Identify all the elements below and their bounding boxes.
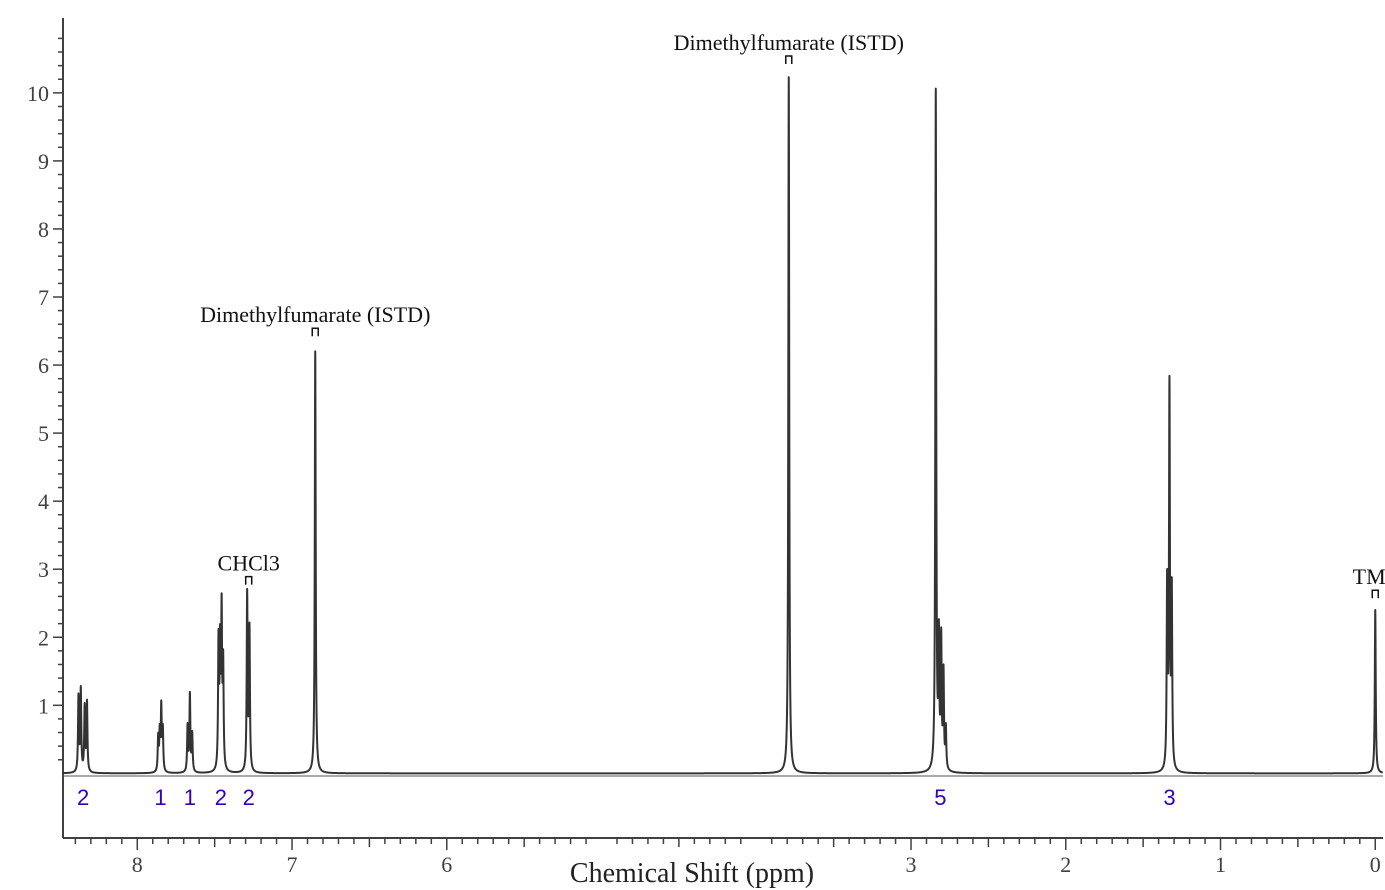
- peak-apex: [940, 645, 942, 647]
- y-tick-label: 7: [38, 285, 49, 310]
- spectrum-trace: [62, 76, 1384, 775]
- y-tick-label: 3: [38, 557, 49, 582]
- peak-apex: [157, 738, 159, 741]
- peak-apex: [1170, 598, 1173, 600]
- y-tick-label: 8: [38, 217, 49, 242]
- y-tick-label: 10: [27, 81, 49, 106]
- annotation-label: Dimethylfumarate (ISTD): [674, 30, 904, 55]
- integral-value: 2: [243, 785, 255, 810]
- peak-apex: [1374, 609, 1377, 611]
- annotation-bracket: [1371, 589, 1380, 599]
- peak-apex: [246, 595, 248, 598]
- peak-apex: [217, 646, 220, 649]
- x-tick-label: 7: [287, 852, 298, 877]
- peak-apex: [787, 76, 790, 79]
- integral-value: 3: [1163, 785, 1175, 810]
- peak-apex: [1168, 393, 1171, 396]
- x-tick-label: 2: [1060, 852, 1071, 877]
- x-tick-label: 3: [906, 852, 917, 877]
- integral-value: 1: [154, 785, 166, 810]
- y-tick-label: 9: [38, 149, 49, 174]
- peak-apex: [220, 620, 223, 622]
- x-tick-label: 1: [1215, 852, 1226, 877]
- annotation-label: Dimethylfumarate (ISTD): [200, 302, 430, 327]
- peak-apex: [1166, 590, 1168, 592]
- peak-apex: [86, 703, 88, 705]
- y-tick-label: 1: [38, 693, 49, 718]
- y-axis-ticks: 1 2 3 4 5 6 7 8 9 10: [27, 37, 63, 761]
- y-tick-label: 2: [38, 625, 49, 650]
- peak-apex: [934, 93, 937, 96]
- peak-apex: [77, 697, 80, 700]
- annotation-bracket: [244, 575, 253, 585]
- peak-apex: [189, 695, 191, 698]
- peak-apex: [83, 707, 86, 710]
- peak-annotations: Dimethylfumarate (ISTD) Dimethylfumarate …: [200, 30, 1385, 599]
- peak-apex: [79, 690, 82, 693]
- spectrum-line: [62, 76, 1384, 775]
- peak-apex: [942, 677, 945, 679]
- y-tick-label: 5: [38, 421, 49, 446]
- integral-value: 2: [215, 785, 227, 810]
- y-tick-label: 6: [38, 353, 49, 378]
- annotation-label: CHCl3: [218, 551, 280, 576]
- x-tick-label: 8: [132, 852, 143, 877]
- peak-apex: [186, 726, 189, 729]
- peak-apex: [945, 731, 947, 734]
- integral-value: 5: [934, 785, 946, 810]
- peak-apex: [160, 709, 163, 711]
- peak-apex: [158, 735, 161, 737]
- peak-apex: [219, 656, 221, 659]
- annotation-label: TMS: [1353, 564, 1385, 589]
- y-tick-label: 4: [38, 489, 49, 514]
- x-axis-title: Chemical Shift (ppm): [570, 858, 814, 889]
- integral-value: 1: [184, 785, 196, 810]
- annotation-bracket: [311, 327, 319, 337]
- peak-apex: [248, 631, 251, 633]
- peak-apex: [938, 646, 940, 649]
- peak-apex: [162, 731, 164, 734]
- peak-apex: [191, 735, 194, 737]
- peak-apex: [314, 350, 317, 353]
- annotation-bracket: [785, 55, 793, 65]
- x-tick-label: 6: [441, 852, 452, 877]
- peak-apex: [222, 670, 224, 673]
- integral-value: 2: [77, 785, 89, 810]
- x-tick-label: 0: [1370, 852, 1381, 877]
